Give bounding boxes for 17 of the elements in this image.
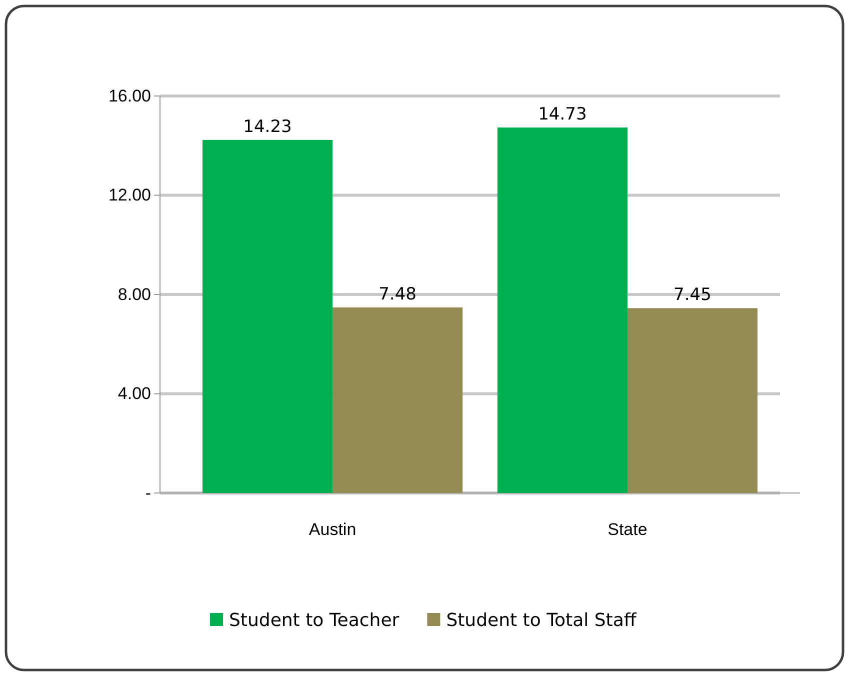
bar (497, 128, 628, 493)
y-tick-label: 16.00 (108, 86, 151, 106)
bar (627, 308, 758, 493)
legend-label: Student to Total Staff (446, 610, 637, 631)
y-tick-label: - (145, 483, 151, 502)
legend-label: Student to Teacher (229, 610, 400, 631)
y-tick-label: 12.00 (108, 186, 151, 205)
data-label: 7.48 (378, 284, 416, 304)
data-label: 14.23 (243, 116, 292, 137)
y-tick-label: 4.00 (118, 384, 151, 404)
bar (332, 307, 463, 493)
x-tick-label: Austin (308, 520, 356, 540)
data-label: 7.45 (674, 285, 712, 306)
bar (202, 140, 333, 493)
y-tick-label: 8.00 (118, 284, 151, 304)
x-tick-label: State (608, 520, 648, 540)
data-label: 14.73 (538, 104, 587, 125)
